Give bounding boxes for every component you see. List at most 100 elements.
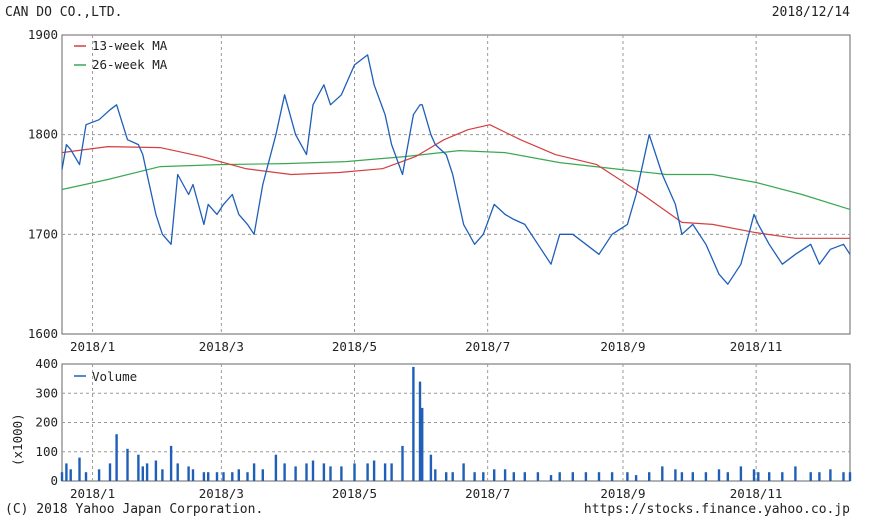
price-y-tick-label: 1900 — [28, 27, 58, 42]
volume-bar — [137, 454, 140, 481]
volume-y-tick-label: 200 — [35, 415, 58, 430]
volume-bar — [418, 381, 422, 481]
volume-bar — [115, 434, 118, 481]
volume-bar — [412, 366, 415, 481]
series-line-ma26 — [61, 150, 851, 210]
volume-bar — [809, 472, 812, 481]
price-x-tick-label: 2018/9 — [600, 339, 645, 354]
volume-bar — [169, 445, 173, 481]
volume-bar — [202, 472, 206, 481]
volume-y-tick-label: 100 — [35, 444, 58, 459]
source-url: https://stocks.finance.yahoo.co.jp — [583, 502, 850, 517]
volume-bar — [493, 469, 496, 481]
volume-bar — [126, 448, 129, 481]
volume-bar — [187, 466, 190, 481]
volume-bar — [78, 457, 81, 481]
volume-bar — [634, 475, 638, 481]
volume-bar — [366, 463, 369, 481]
volume-bar — [294, 466, 297, 481]
copyright-text: (C) 2018 Yahoo Japan Corporation. — [5, 502, 264, 517]
volume-bar — [794, 466, 797, 481]
volume-bars — [60, 366, 852, 481]
volume-bar — [536, 472, 540, 481]
volume-bar — [161, 469, 164, 481]
series-line-ma13 — [61, 124, 850, 239]
chart-date: 2018/12/14 — [771, 5, 850, 20]
volume-bar — [215, 472, 219, 481]
volume-y-tick-label: 300 — [35, 385, 58, 400]
volume-bar — [434, 469, 437, 481]
series-line-price — [61, 54, 851, 285]
volume-bar — [322, 463, 326, 481]
volume-x-tick-label: 2018/5 — [332, 486, 377, 501]
volume-bar — [674, 469, 677, 481]
volume-x-tick-label: 2018/1 — [70, 486, 115, 501]
volume-x-tick-label: 2018/9 — [600, 486, 645, 501]
volume-bar — [739, 466, 743, 481]
volume-bar — [222, 472, 225, 481]
volume-bar — [252, 463, 256, 481]
volume-bar — [610, 472, 614, 481]
volume-bar — [390, 463, 393, 481]
price-x-tick-label: 2018/3 — [199, 339, 244, 354]
price-y-axis: 1600 1700 1800 1900 — [28, 27, 58, 341]
volume-bar — [108, 463, 112, 481]
volume-bar — [421, 407, 424, 481]
volume-bar — [482, 472, 485, 481]
price-x-tick-label: 2018/1 — [70, 339, 115, 354]
price-x-tick-label: 2018/7 — [465, 339, 510, 354]
volume-bar — [558, 472, 561, 481]
volume-bar — [523, 472, 526, 481]
volume-bar — [571, 472, 574, 481]
volume-bar — [473, 472, 476, 481]
volume-bar — [231, 472, 234, 481]
volume-bar — [305, 463, 308, 481]
volume-y-tick-label: 400 — [35, 356, 58, 371]
volume-x-axis: 2018/1 2018/3 2018/5 2018/7 2018/9 2018/11 — [70, 486, 783, 501]
volume-bar — [145, 463, 149, 481]
volume-bar — [661, 466, 664, 481]
volume-bar — [283, 463, 286, 481]
volume-bar — [246, 472, 249, 481]
volume-panel: 0 100 200 300 400 Volume (x1000) — [10, 356, 852, 488]
volume-bar — [848, 472, 852, 481]
volume-bar — [680, 472, 684, 481]
price-x-tick-label: 2018/11 — [730, 339, 783, 354]
volume-bar — [65, 463, 68, 481]
volume-bar — [445, 472, 448, 481]
volume-bar — [141, 466, 144, 481]
price-panel: 1600 1700 1800 1900 13-week MA 26-week MA — [28, 27, 851, 341]
volume-bar — [429, 454, 433, 481]
legend-label-ma13: 13-week MA — [92, 38, 168, 53]
volume-bar — [648, 472, 651, 481]
volume-plot-frame — [61, 363, 851, 482]
volume-legend: Volume — [74, 369, 137, 384]
volume-x-tick-label: 2018/7 — [465, 486, 510, 501]
price-y-tick-label: 1600 — [28, 326, 58, 341]
volume-y-tick-label: 0 — [50, 473, 58, 488]
legend-label-ma26: 26-week MA — [92, 57, 168, 72]
volume-bar — [717, 469, 721, 481]
volume-bar — [261, 469, 264, 481]
volume-bar — [704, 472, 708, 481]
volume-bar — [549, 475, 553, 481]
volume-y-unit-label: (x1000) — [10, 413, 25, 466]
price-plot-frame — [61, 34, 851, 335]
volume-bar — [842, 472, 845, 481]
volume-bar — [372, 460, 376, 481]
volume-x-tick-label: 2018/3 — [199, 486, 244, 501]
volume-bar — [503, 469, 507, 481]
price-series — [61, 54, 851, 285]
volume-bar — [584, 472, 588, 481]
company-name: CAN DO CO.,LTD. — [5, 5, 123, 20]
volume-bar — [781, 472, 784, 481]
volume-bar — [69, 469, 72, 481]
volume-bar — [329, 466, 332, 481]
legend-label-volume: Volume — [92, 369, 137, 384]
volume-bar — [340, 466, 343, 481]
volume-bar — [462, 463, 465, 481]
volume-bar — [512, 472, 515, 481]
volume-bar — [752, 469, 756, 481]
price-y-tick-label: 1700 — [28, 226, 58, 241]
